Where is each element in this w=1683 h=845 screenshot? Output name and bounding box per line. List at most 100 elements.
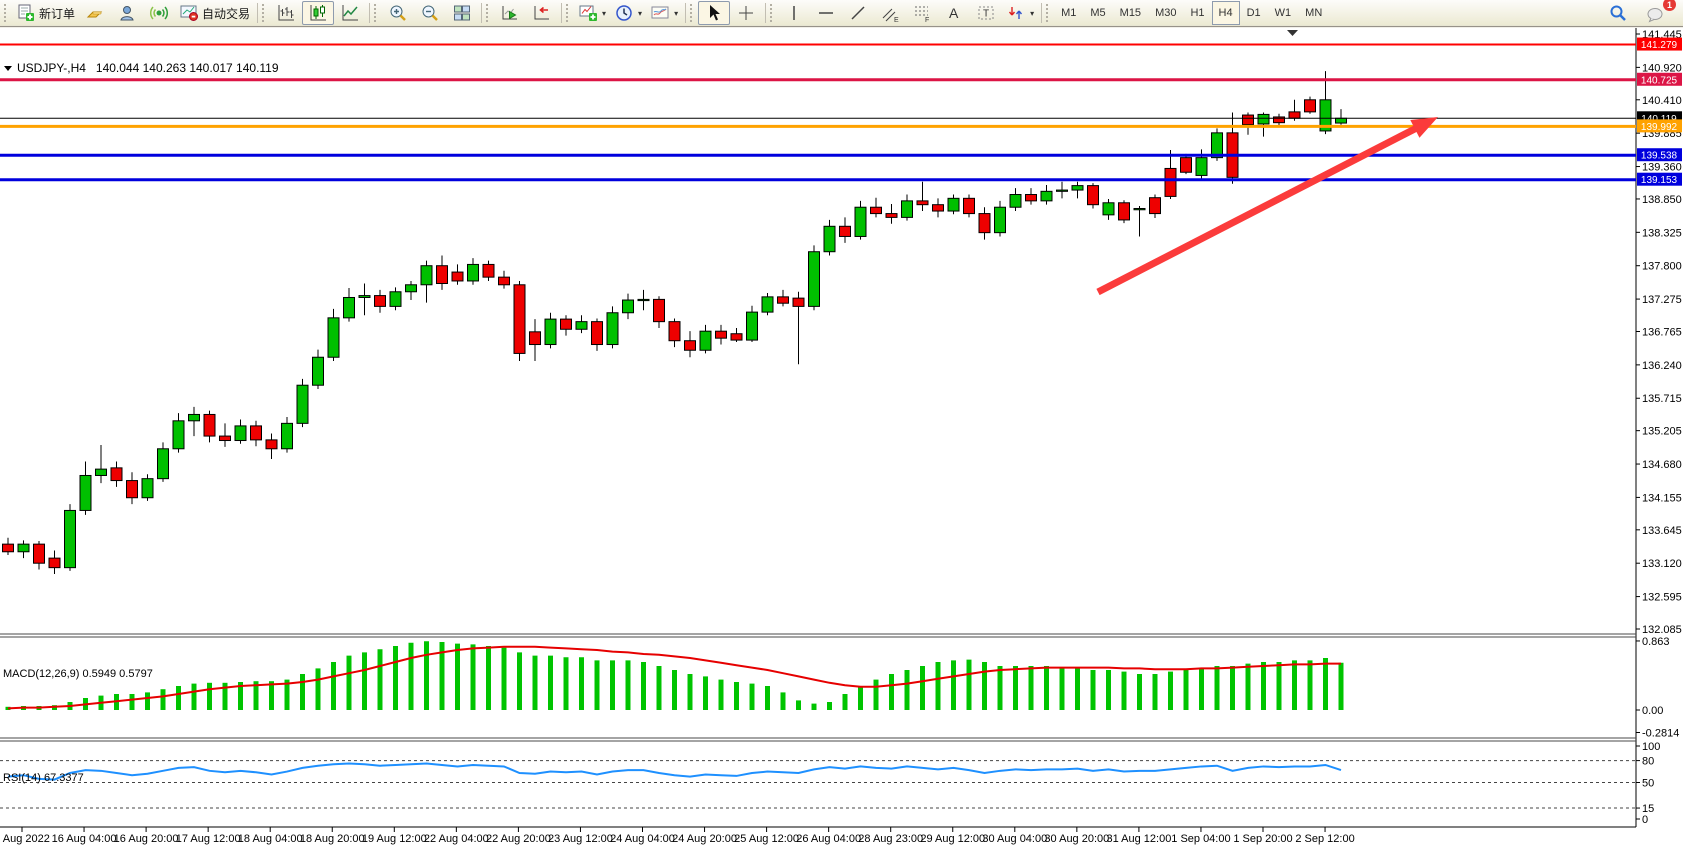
toolbar-separator [1041, 3, 1043, 23]
timeframe-button-m15[interactable]: M15 [1119, 7, 1142, 19]
auto-scroll-button[interactable] [494, 1, 526, 25]
hline-icon [819, 12, 834, 14]
time-tick-label[interactable]: 18 Aug 20:00 [300, 833, 365, 845]
timeframe-button-m1[interactable]: M1 [1061, 7, 1077, 19]
indicators-button[interactable]: ▾ [574, 1, 610, 25]
candle [420, 265, 433, 286]
vertical-line-tool-button[interactable] [778, 1, 810, 25]
price-tick-label: 133.645 [1642, 525, 1682, 537]
time-tick-label[interactable]: 23 Aug 12:00 [548, 833, 613, 845]
time-tick-label[interactable]: 29 Aug 12:00 [920, 833, 985, 845]
candle [792, 297, 805, 307]
community-button[interactable]: 1 [1640, 0, 1676, 25]
fibo-icon: F [915, 6, 929, 23]
auto-trading-button-label: 自动交易 [202, 6, 251, 21]
macd-axis-label: 0.863 [1642, 636, 1670, 648]
chart-title[interactable]: USDJPY-,H4 140.044 140.263 140.017 140.1… [4, 61, 279, 75]
trend-arrow-head[interactable] [1410, 117, 1438, 138]
time-tick-label[interactable]: 24 Aug 04:00 [610, 833, 675, 845]
fibonacci-tool-button[interactable]: F [906, 1, 938, 25]
time-tick-label[interactable]: 28 Aug 23:00 [858, 833, 923, 845]
candle [715, 330, 727, 339]
time-tick-label[interactable]: 18 Aug 04:00 [238, 833, 303, 845]
timeframe-button-m5[interactable]: M5 [1090, 7, 1106, 19]
candle [296, 384, 309, 424]
chart-shift-marker[interactable] [1287, 30, 1298, 36]
toolbar-grip [262, 4, 267, 22]
tile-windows-button[interactable] [446, 1, 478, 25]
time-tick-label[interactable]: 22 Aug 04:00 [424, 833, 489, 845]
candle [544, 318, 557, 346]
toolbar-grip [4, 4, 9, 22]
time-tick-label[interactable]: 24 Aug 20:00 [672, 833, 737, 845]
horizontal-line-tool-button[interactable] [810, 1, 842, 25]
rsi-axis-label: 100 [1642, 741, 1660, 753]
arrows-tool-button[interactable]: ▾ [1002, 1, 1038, 25]
profile-button[interactable] [111, 1, 143, 25]
time-tick-label[interactable]: 16 Aug 04:00 [52, 833, 117, 845]
templates-button[interactable]: ▾ [646, 1, 682, 25]
candle [870, 206, 882, 215]
timeframe-button-d1[interactable]: D1 [1246, 7, 1261, 19]
templates-button-dropdown-icon[interactable]: ▾ [674, 8, 679, 18]
auto-trading-button[interactable]: 自动交易 [175, 1, 254, 25]
timeframe-button-m30[interactable]: M30 [1155, 7, 1177, 19]
gold-bars-icon [86, 11, 103, 18]
candle [498, 276, 510, 286]
new-order-button[interactable]: 新订单 [12, 1, 79, 25]
candle [699, 330, 712, 351]
timeframe-button-w1[interactable]: W1 [1274, 7, 1292, 19]
chart-title-collapse-icon[interactable] [4, 65, 12, 71]
line-chart-mode-button[interactable] [334, 1, 366, 25]
candle [684, 340, 696, 351]
candle [64, 509, 76, 569]
crosshair-tool-button[interactable] [730, 1, 762, 25]
zoom-out-button[interactable] [414, 1, 446, 25]
time-tick-label[interactable]: 26 Aug 04:00 [796, 833, 861, 845]
chart-shift-button[interactable] [526, 1, 558, 25]
periods-icon [616, 5, 632, 21]
macd-signal-line [7, 645, 1341, 710]
time-tick-label[interactable]: 5 Aug 2022 [0, 833, 50, 845]
price-badge [1637, 148, 1682, 162]
bar-chart-mode-button[interactable] [270, 1, 302, 25]
text-label-tool-button[interactable]: T [970, 1, 1002, 25]
time-tick-label[interactable]: 30 Aug 04:00 [982, 833, 1047, 845]
candle [48, 557, 61, 569]
toolbar-grip [1046, 4, 1051, 22]
time-tick-label[interactable]: 17 Aug 12:00 [176, 833, 241, 845]
time-tick-label[interactable]: 1 Sep 20:00 [1233, 833, 1292, 845]
trend-arrow-shaft[interactable] [1096, 122, 1424, 296]
periods-button-dropdown-icon[interactable]: ▾ [638, 8, 643, 18]
timeframe-button-h1[interactable]: H1 [1190, 7, 1205, 19]
time-tick-label[interactable]: 2 Sep 12:00 [1295, 833, 1354, 845]
price-tick-label: 138.325 [1642, 227, 1682, 239]
periods-button[interactable]: ▾ [610, 1, 646, 25]
text-tool-button[interactable]: A [938, 1, 970, 25]
timeframe-button-h4[interactable]: H4 [1211, 1, 1240, 25]
zoom-in-button[interactable] [382, 1, 414, 25]
candlestick-mode-button[interactable] [302, 1, 335, 25]
time-tick-label[interactable]: 30 Aug 20:00 [1044, 833, 1109, 845]
signals-button[interactable] [143, 1, 175, 25]
time-tick-label[interactable]: 16 Aug 20:00 [114, 833, 179, 845]
arrows-tool-button-dropdown-icon[interactable]: ▾ [1030, 8, 1035, 18]
timeframe-button-mn[interactable]: MN [1305, 7, 1323, 19]
cursor-tool-button[interactable] [698, 1, 731, 25]
search-button[interactable] [1602, 1, 1634, 25]
candle [172, 420, 185, 450]
indicators-button-dropdown-icon[interactable]: ▾ [602, 8, 607, 18]
price-tick-label: 134.680 [1642, 459, 1682, 471]
time-tick-label[interactable]: 31 Aug 12:00 [1106, 833, 1171, 845]
candle [234, 425, 247, 442]
equidistant-channel-tool-button[interactable]: E [874, 1, 906, 25]
time-tick-label[interactable]: 1 Sep 04:00 [1171, 833, 1230, 845]
market-watch-button[interactable] [79, 1, 111, 25]
time-tick-label[interactable]: 19 Aug 12:00 [362, 833, 427, 845]
candle [746, 311, 758, 341]
zoom-out-icon [422, 5, 438, 21]
time-tick-label[interactable]: 22 Aug 20:00 [486, 833, 551, 845]
trendline-tool-button[interactable] [842, 1, 874, 25]
time-tick-label[interactable]: 25 Aug 12:00 [734, 833, 799, 845]
candle [668, 321, 681, 342]
